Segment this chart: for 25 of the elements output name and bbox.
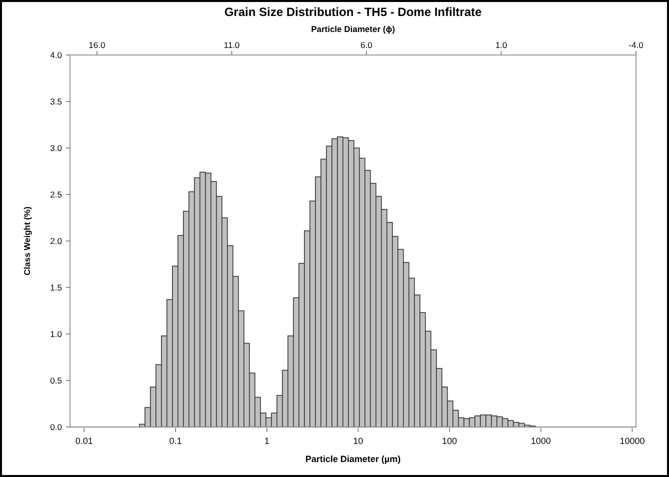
y-tick-label: 4.0: [50, 50, 62, 60]
x-tick-label: 10: [353, 436, 364, 446]
y-tick-label: 2.5: [50, 190, 62, 200]
x-tick-label: 1000: [530, 436, 551, 446]
x2-tick-label: 11.0: [224, 40, 240, 50]
x-axis-title: Particle Diameter (µm): [305, 454, 401, 464]
x2-tick-label: 1.0: [495, 40, 508, 50]
x-tick-label: 10000: [620, 436, 645, 446]
chart-title: Grain Size Distribution - TH5 - Dome Infiltrate: [224, 5, 482, 19]
x2-tick-label: 6.0: [360, 40, 373, 50]
x2-tick-label: 16.0: [88, 40, 106, 50]
y-tick-label: 3.5: [50, 96, 62, 106]
y-tick-label: 2.0: [50, 236, 62, 246]
x2-tick-label: -4.0: [628, 40, 644, 50]
y-tick-label: 0.5: [50, 376, 62, 386]
x-tick-label: 0.1: [169, 436, 182, 446]
y-tick-label: 1.5: [50, 282, 62, 292]
x-tick-label: 100: [442, 436, 458, 446]
x-tick-label: 1: [264, 436, 270, 446]
y-tick-label: 3.0: [50, 143, 62, 153]
x-tick-label: 0.01: [75, 436, 93, 446]
y-axis-title: Class Weight (%): [22, 206, 32, 276]
y-tick-label: 1.0: [50, 329, 62, 339]
y-tick-label: 0.0: [50, 422, 62, 432]
x2-axis-title: Particle Diameter (ϕ): [311, 24, 396, 34]
